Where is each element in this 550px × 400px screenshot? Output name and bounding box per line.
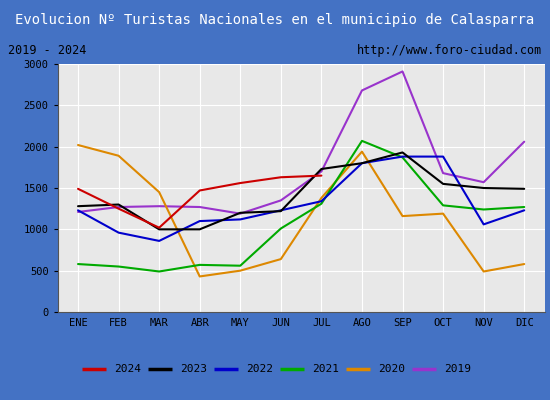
- Text: 2020: 2020: [378, 364, 405, 374]
- Text: 2021: 2021: [312, 364, 339, 374]
- Text: 2019: 2019: [444, 364, 471, 374]
- Text: http://www.foro-ciudad.com: http://www.foro-ciudad.com: [356, 44, 542, 57]
- Text: 2019 - 2024: 2019 - 2024: [8, 44, 86, 57]
- Text: 2022: 2022: [246, 364, 273, 374]
- Text: Evolucion Nº Turistas Nacionales en el municipio de Calasparra: Evolucion Nº Turistas Nacionales en el m…: [15, 13, 535, 27]
- Text: 2024: 2024: [114, 364, 141, 374]
- Text: 2023: 2023: [180, 364, 207, 374]
